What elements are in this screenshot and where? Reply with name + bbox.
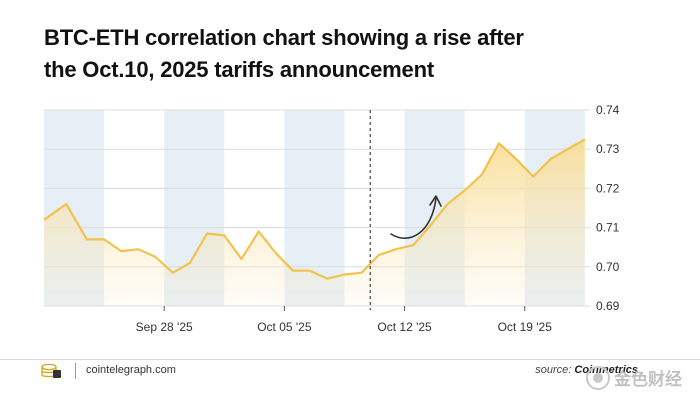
series-line xyxy=(43,138,586,280)
x-tick-label-1: Oct 05 '25 xyxy=(257,320,312,334)
y-tick-label-0: 0.74 xyxy=(596,103,620,117)
y-tick-label-3: 0.71 xyxy=(596,221,620,235)
x-tick-label-2: Oct 12 '25 xyxy=(377,320,432,334)
area-fill-path xyxy=(44,139,585,306)
chart-title-line2: the Oct.10, 2025 tariffs announcement xyxy=(44,57,434,82)
y-tick-label-4: 0.70 xyxy=(596,260,620,274)
cointelegraph-logo-icon xyxy=(41,363,61,378)
chart-title: BTC-ETH correlation chart showing a rise… xyxy=(44,22,604,86)
y-tick-label-1: 0.73 xyxy=(596,142,620,156)
x-axis: Sep 28 '25 Oct 05 '25 Oct 12 '25 Oct 19 '25 xyxy=(136,306,553,334)
area-fill xyxy=(44,139,585,306)
x-tick-label-3: Oct 19 '25 xyxy=(498,320,553,334)
chart-title-line1: BTC-ETH correlation chart showing a rise… xyxy=(44,25,524,50)
rise-arrow-icon xyxy=(390,195,442,239)
watermark-text: 金色财经 xyxy=(614,370,682,390)
watermark: 金色财经 xyxy=(586,366,682,390)
site-name: cointelegraph.com xyxy=(86,364,176,376)
y-tick-label-5: 0.69 xyxy=(596,299,620,313)
x-tick-label-0: Sep 28 '25 xyxy=(136,320,193,334)
series-line-path xyxy=(43,138,586,280)
logo-separator xyxy=(75,363,76,379)
footer-divider xyxy=(0,359,700,360)
y-axis: 0.74 0.73 0.72 0.71 0.70 0.69 xyxy=(596,103,620,313)
y-tick-label-2: 0.72 xyxy=(596,181,620,195)
source-prefix: source: xyxy=(535,364,572,376)
